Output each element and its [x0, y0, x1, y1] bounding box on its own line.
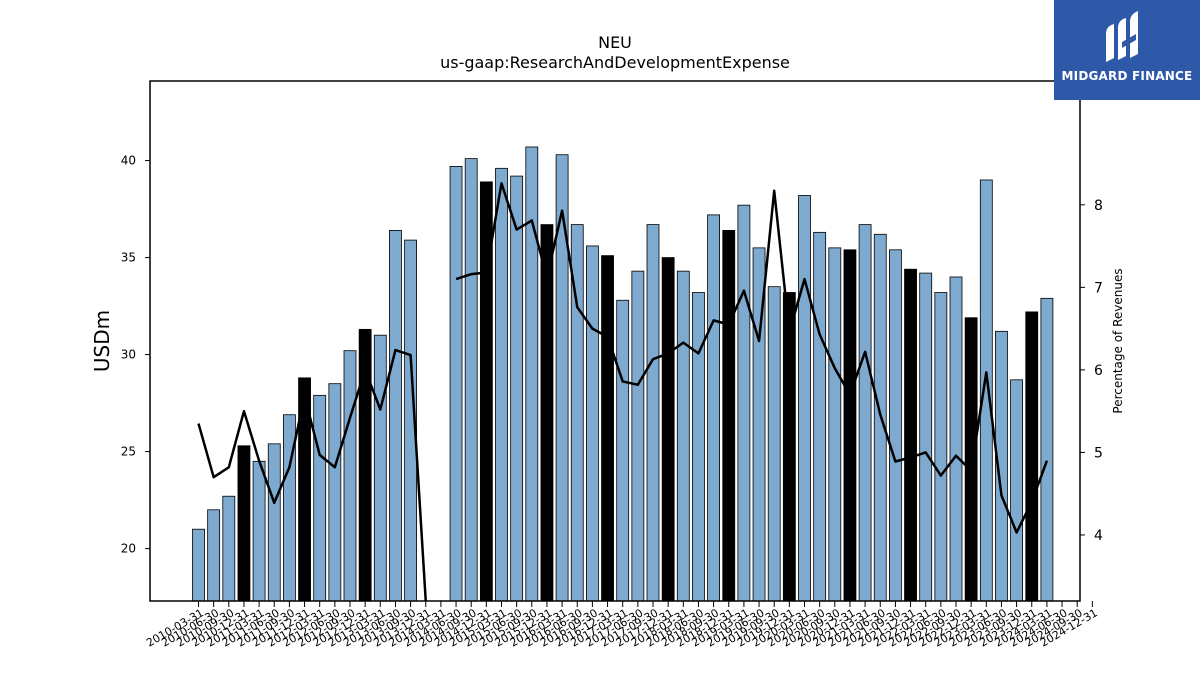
y2-tick-label: 8	[1094, 198, 1103, 214]
bar	[813, 231, 827, 602]
bar	[525, 146, 539, 602]
bar	[555, 154, 569, 602]
bar	[449, 165, 463, 602]
bar	[949, 276, 963, 602]
y2-tick-label: 6	[1094, 363, 1103, 379]
y-tick-label: 20	[121, 542, 136, 556]
bar	[919, 272, 933, 602]
y2-tick-label: 7	[1094, 280, 1103, 296]
bar	[1025, 311, 1039, 602]
bar	[631, 270, 645, 602]
y2-tick-label: 4	[1094, 528, 1103, 544]
bar	[343, 350, 357, 602]
bar	[207, 509, 221, 602]
bar	[586, 245, 599, 602]
bar	[767, 286, 781, 602]
bar	[676, 270, 690, 602]
bar	[904, 268, 917, 602]
bar	[540, 224, 554, 602]
left-axis-label: USDm	[90, 310, 114, 372]
ratio-line	[197, 348, 427, 602]
bar	[616, 299, 630, 602]
bar	[707, 214, 720, 602]
bar	[858, 224, 872, 602]
bar	[646, 224, 660, 602]
midgard-logo-icon	[1106, 11, 1138, 62]
right-axis-label: Percentage of Revenues	[1111, 268, 1125, 413]
plot-frame	[149, 80, 1081, 602]
ratio-line	[455, 182, 1049, 534]
bar	[889, 249, 902, 602]
bar	[692, 292, 705, 602]
y2-tick-label: 5	[1094, 445, 1103, 461]
bar	[373, 334, 387, 602]
chart-subtitle: us-gaap:ResearchAndDevelopmentExpense	[440, 53, 790, 72]
x-axis: 2010-03-312010-06-302010-09-302010-12-31…	[144, 601, 1100, 650]
bar	[722, 230, 736, 602]
bar	[601, 255, 614, 602]
bar	[222, 495, 236, 602]
bar	[252, 460, 266, 602]
bar	[737, 204, 751, 602]
bar	[389, 230, 402, 602]
bar-series	[192, 146, 1054, 602]
bar	[328, 383, 342, 602]
y-tick-label: 35	[121, 251, 136, 265]
midgard-finance-logo: MIDGARD FINANCE	[1054, 0, 1200, 100]
bar	[979, 179, 993, 602]
bar	[934, 292, 948, 602]
bar	[192, 528, 205, 602]
logo-wordmark: MIDGARD FINANCE	[1061, 69, 1193, 83]
y-tick-label: 30	[121, 348, 136, 362]
right-axis: 4 5 6 7 8	[1080, 198, 1103, 544]
bar	[495, 167, 508, 602]
left-axis: 20 25 30 35 40	[121, 154, 150, 556]
bar	[964, 317, 978, 602]
bar	[1040, 297, 1054, 602]
bar	[782, 292, 796, 602]
bar	[313, 394, 327, 602]
y-tick-label: 40	[121, 154, 136, 168]
bar	[843, 249, 857, 602]
bar	[267, 443, 281, 602]
bar	[1010, 379, 1023, 602]
bar	[798, 195, 811, 602]
bar	[828, 247, 842, 602]
bar	[464, 158, 478, 602]
bar	[661, 257, 675, 602]
bar	[237, 445, 251, 602]
bar	[510, 175, 524, 602]
chart-title: NEU	[598, 33, 632, 52]
y-tick-label: 25	[121, 445, 136, 459]
ratio-line-series	[197, 182, 1049, 602]
